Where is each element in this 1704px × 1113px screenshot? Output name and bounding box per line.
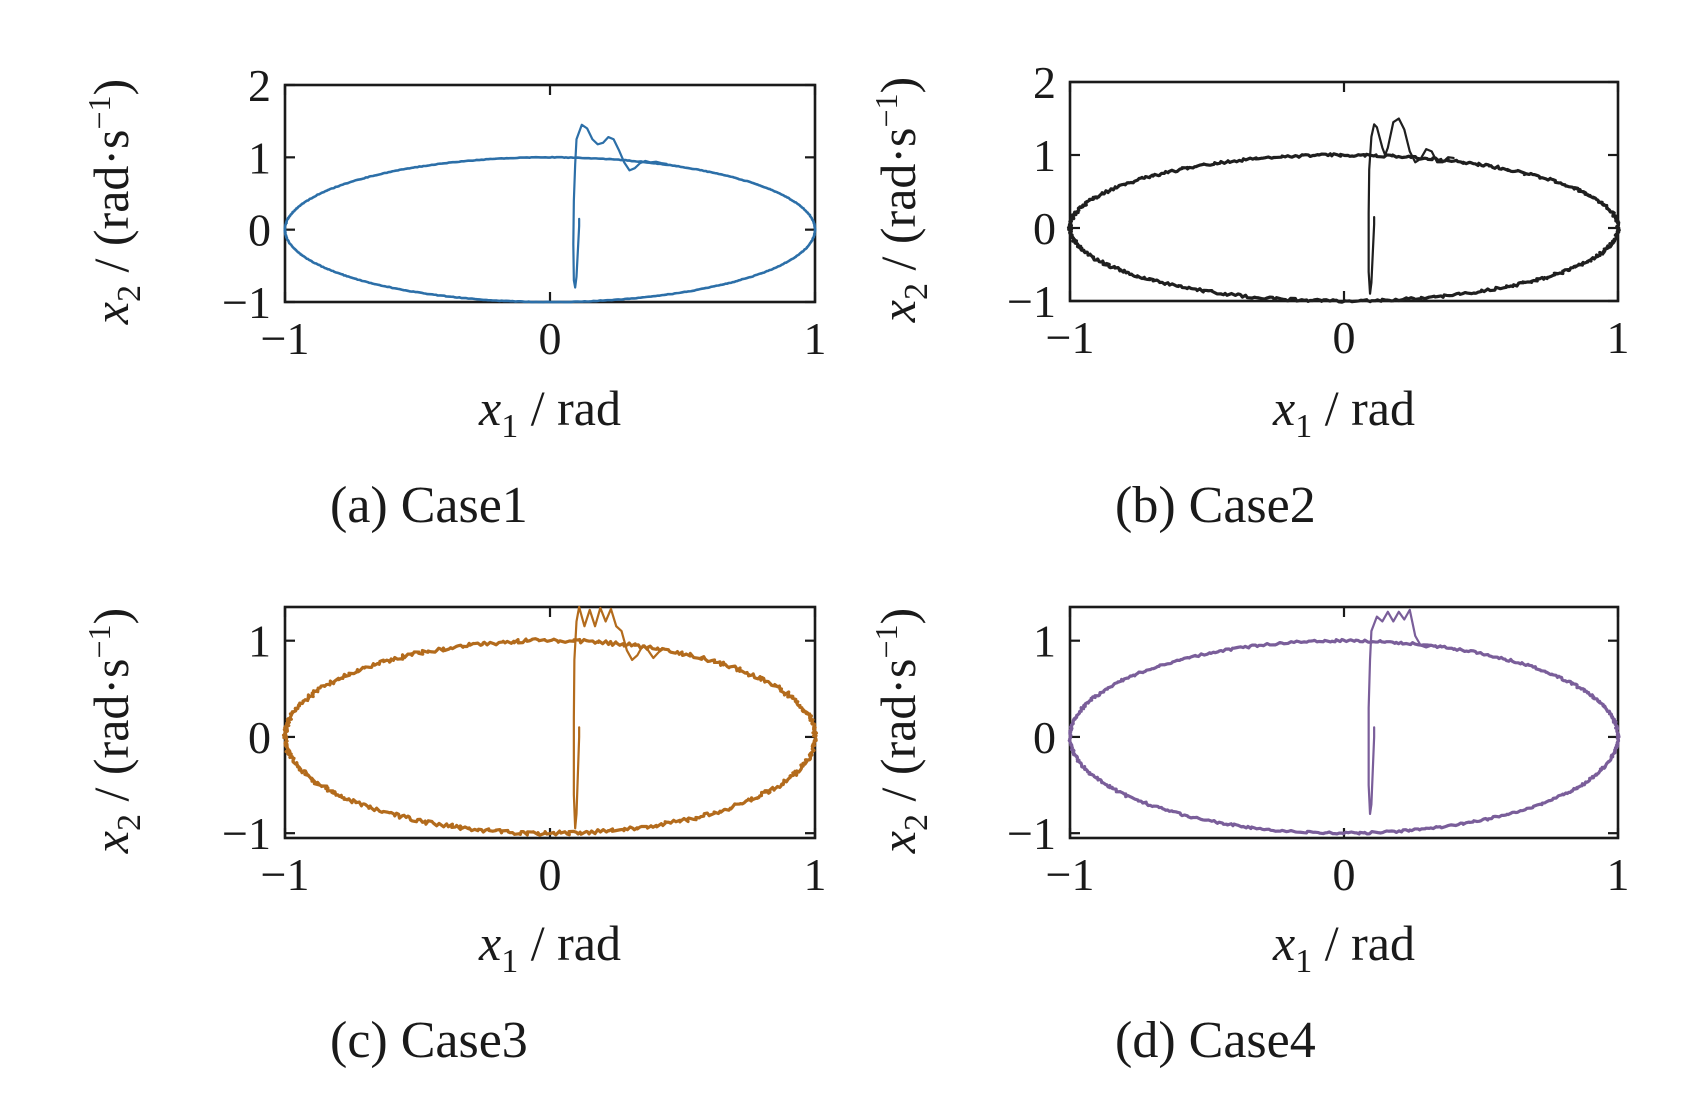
series-orbit xyxy=(1067,637,1621,836)
series-transient xyxy=(1367,117,1455,295)
x-tick-label: 0 xyxy=(539,313,562,364)
x-tick-label: 0 xyxy=(539,849,562,900)
y-tick-label: 1 xyxy=(1033,616,1056,667)
y-tick-label: 0 xyxy=(248,712,271,763)
chart-panel-1: −1 0 1 −1 0 1 2 x1 / rad x2 / (rad·s−1) (a) Case1 xyxy=(81,60,827,534)
y-tick-label: 0 xyxy=(1033,712,1056,763)
chart-panel-2: −1 0 1 −1 0 1 2 x1 / rad x2 / (rad·s−1) (b) Case2 xyxy=(868,57,1630,534)
series-transient xyxy=(1367,608,1444,816)
y-axis-label: x2 / (rad·s−1) xyxy=(868,608,935,854)
x-tick-label: 1 xyxy=(804,313,827,364)
series-transient xyxy=(572,605,666,830)
x-tick-label: −1 xyxy=(1046,849,1095,900)
x-axis-label: x1 / rad xyxy=(1272,380,1415,445)
plot-frame xyxy=(1068,80,1620,303)
x-tick-label: 0 xyxy=(1333,849,1356,900)
x-tick-label: 0 xyxy=(1333,312,1356,363)
plot-frame xyxy=(283,83,817,304)
y-tick-label: 1 xyxy=(248,132,271,183)
series-orbit xyxy=(281,637,819,837)
y-tick-label: −1 xyxy=(1007,276,1056,327)
y-tick-label: −1 xyxy=(222,808,271,859)
x-tick-label: 1 xyxy=(1607,312,1630,363)
y-tick-label: 2 xyxy=(248,60,271,111)
panel-caption: (a) Case1 xyxy=(330,477,528,534)
y-tick-label: 0 xyxy=(1033,203,1056,254)
y-tick-label: 0 xyxy=(248,205,271,256)
y-tick-label: 1 xyxy=(248,616,271,667)
x-tick-label: 1 xyxy=(1607,849,1630,900)
y-tick-label: −1 xyxy=(222,277,271,328)
y-axis-label: x2 / (rad·s−1) xyxy=(81,79,148,325)
panel-caption: (c) Case3 xyxy=(330,1012,528,1069)
x-tick-label: −1 xyxy=(261,849,310,900)
panel-caption: (b) Case2 xyxy=(1115,477,1316,534)
y-axis-label: x2 / (rad·s−1) xyxy=(81,608,148,854)
y-tick-label: 1 xyxy=(1033,130,1056,181)
chart-panel-3: −1 0 1 −1 0 1 x1 / rad x2 / (rad·s−1) (c) Case3 xyxy=(81,605,827,1069)
series-transient xyxy=(572,123,668,289)
panel-caption: (d) Case4 xyxy=(1115,1012,1316,1069)
chart-panel-4: −1 0 1 −1 0 1 x1 / rad x2 / (rad·s−1) (d) Case4 xyxy=(868,605,1630,1069)
series-orbit xyxy=(1066,152,1621,304)
x-axis-label: x1 / rad xyxy=(478,915,621,980)
x-tick-label: 1 xyxy=(804,849,827,900)
x-axis-label: x1 / rad xyxy=(478,380,621,445)
x-axis-label: x1 / rad xyxy=(1272,915,1415,980)
x-tick-label: −1 xyxy=(1046,312,1095,363)
y-tick-label: −1 xyxy=(1007,808,1056,859)
x-tick-label: −1 xyxy=(261,313,310,364)
y-axis-label: x2 / (rad·s−1) xyxy=(868,77,935,323)
series-orbit xyxy=(283,155,817,304)
y-tick-label: 2 xyxy=(1033,57,1056,108)
